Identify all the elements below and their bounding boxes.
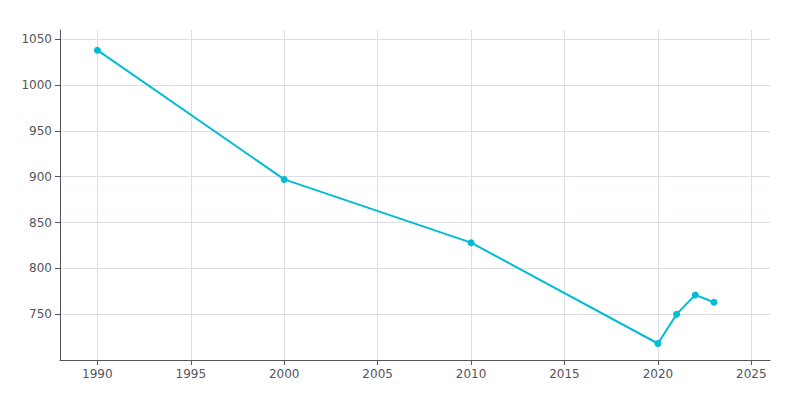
svg-text:2000: 2000 [269, 367, 300, 381]
svg-text:2020: 2020 [643, 367, 674, 381]
svg-text:950: 950 [29, 124, 52, 138]
svg-text:1050: 1050 [21, 32, 52, 46]
svg-text:1990: 1990 [82, 367, 113, 381]
svg-text:2005: 2005 [362, 367, 393, 381]
svg-text:1995: 1995 [176, 367, 207, 381]
svg-text:2010: 2010 [456, 367, 487, 381]
svg-text:2015: 2015 [549, 367, 580, 381]
svg-text:900: 900 [29, 170, 52, 184]
svg-text:750: 750 [29, 307, 52, 321]
svg-text:2025: 2025 [736, 367, 767, 381]
svg-text:1000: 1000 [21, 78, 52, 92]
svg-text:850: 850 [29, 216, 52, 230]
svg-text:800: 800 [29, 261, 52, 275]
